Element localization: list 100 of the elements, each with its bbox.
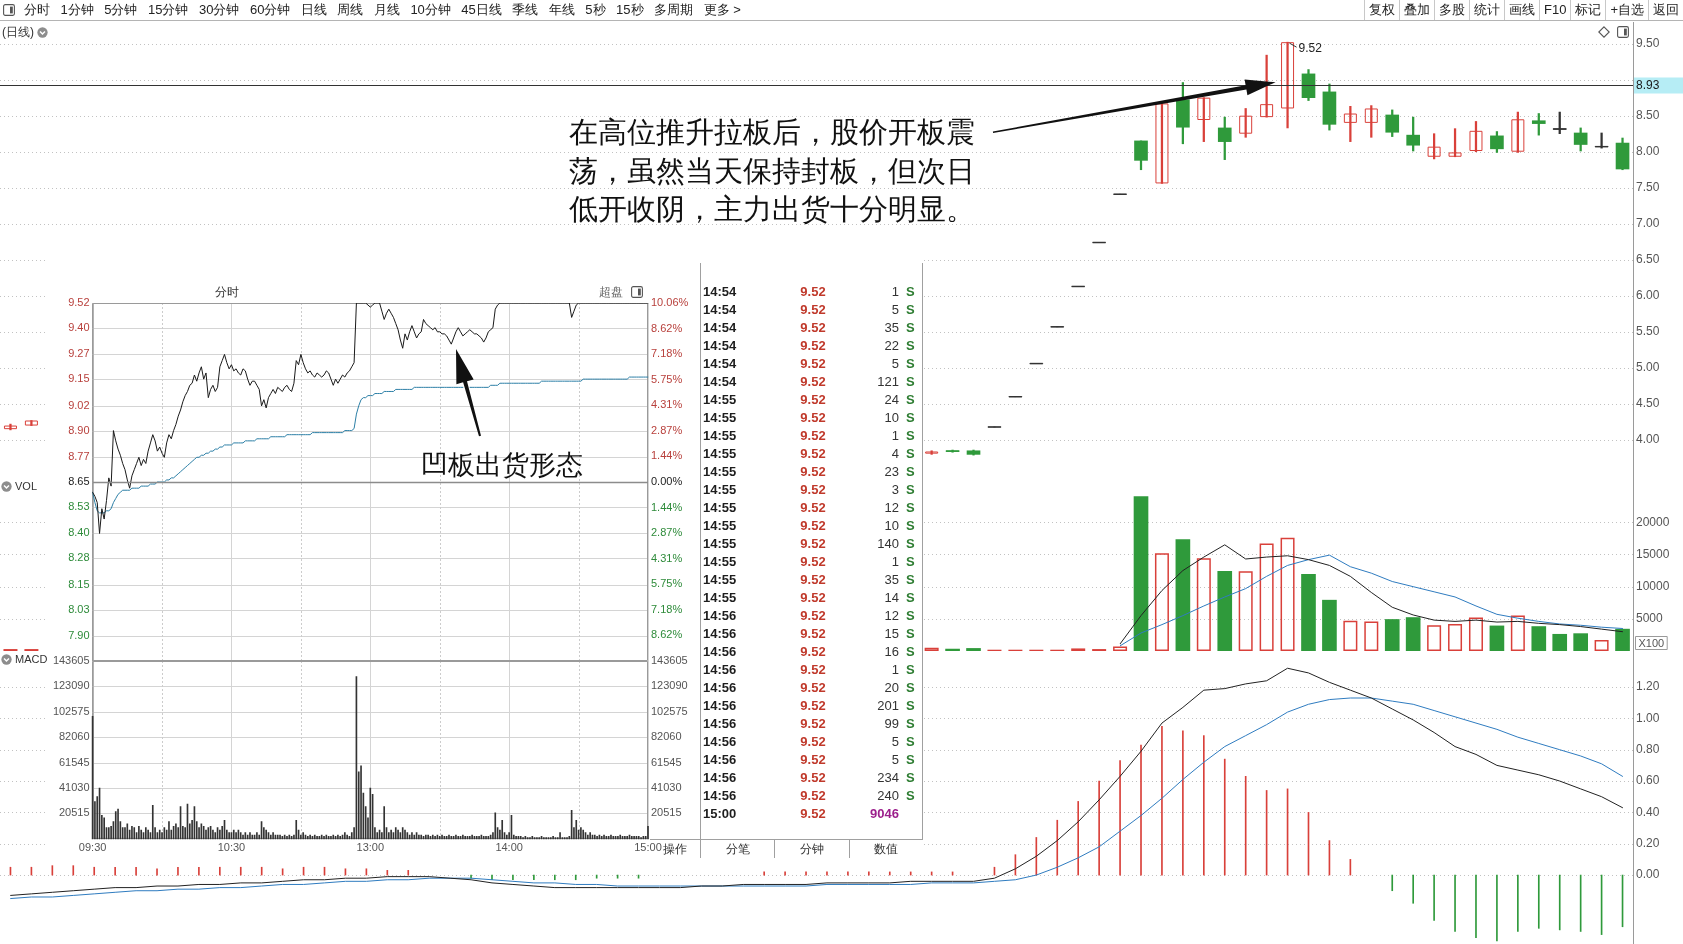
y-tick-label: 5.50	[1636, 324, 1660, 339]
text: 14:56 9.52 12 S	[703, 608, 915, 623]
y2-tick-label: 8.62%	[651, 628, 683, 641]
y-tick-label: 7.00	[1636, 216, 1660, 231]
annotation: 超盘	[599, 285, 623, 299]
y2-tick-label: 102575	[651, 704, 688, 717]
y-tick-label: 8.50	[1636, 108, 1660, 122]
chart-title: MACD	[15, 652, 48, 666]
y-tick-label: 8.00	[1636, 144, 1660, 159]
y2-tick-label: 2.87%	[651, 423, 683, 436]
y2-tick-label: 1.44%	[651, 500, 683, 513]
x-tick-label: 10:30	[217, 841, 246, 854]
y-tick-label: 8.53	[68, 499, 90, 512]
y-tick-label: 9.27	[68, 347, 90, 360]
text: 14:55 9.52 1 S	[703, 554, 915, 569]
chart-title: 分时	[215, 285, 239, 299]
y2-tick-label: 123090	[651, 679, 688, 692]
y-tick-label: 8.15	[68, 577, 90, 590]
y-tick-label: 0.80	[1636, 742, 1660, 757]
y2-tick-label: 7.18%	[651, 347, 683, 360]
text: 14:55 9.52 4 S	[703, 446, 915, 461]
text: 画线	[1504, 0, 1539, 20]
y-tick-label: 4.50	[1636, 396, 1660, 411]
text: 14:56 9.52 240 S	[703, 788, 915, 803]
text: 更多 >	[703, 1, 741, 19]
text: 14:56 9.52 16 S	[703, 644, 915, 659]
y-tick-label: 8.03	[68, 602, 90, 615]
y-tick-label: 6.00	[1636, 288, 1660, 303]
text: 14:56 9.52 15 S	[703, 626, 915, 641]
y2-tick-label: 1.44%	[651, 449, 683, 462]
y-tick-label: 6.50	[1636, 252, 1660, 267]
text: 14:55 9.52 24 S	[703, 392, 915, 407]
text: 14:54 9.52 5 S	[703, 302, 915, 317]
text: 季线	[512, 1, 539, 19]
y-tick-label: 1.20	[1636, 679, 1660, 694]
y-tick-label: 102575	[52, 704, 90, 717]
annotation: 分笔	[700, 840, 775, 858]
y-tick-label: 1.00	[1636, 710, 1660, 725]
text: 分时	[24, 1, 50, 19]
text: 14:55 9.52 140 S	[703, 536, 915, 551]
y-tick-label: 8.28	[68, 551, 90, 564]
y-tick-label: 7.90	[68, 629, 90, 642]
annotation: 凹板出货形态	[421, 450, 583, 480]
text: 14:54 9.52 5 S	[703, 356, 915, 371]
text: 多周期	[654, 1, 694, 19]
text: 周线	[337, 1, 364, 19]
y2-tick-label: 5.75%	[651, 577, 683, 590]
text: 14:54 9.52 22 S	[703, 338, 915, 353]
y-axis-title: X100	[1638, 636, 1665, 649]
y-tick-label: 9.40	[68, 320, 90, 333]
text: 15分钟	[147, 1, 189, 19]
y-tick-label: 8.40	[68, 526, 90, 539]
text: 14:56 9.52 20 S	[703, 680, 915, 695]
y2-tick-label: 4.31%	[651, 551, 683, 564]
y2-tick-label: 2.87%	[651, 526, 683, 539]
text: 日线	[300, 1, 327, 19]
text: 复权	[1364, 0, 1399, 20]
text: 14:56 9.52 99 S	[703, 716, 915, 731]
y-tick-label: 15000	[1636, 546, 1670, 561]
text: 14:54 9.52 121 S	[703, 374, 915, 389]
text: 14:55 9.52 23 S	[703, 464, 915, 479]
text: 14:56 9.52 1 S	[703, 662, 915, 677]
text: 45日线	[461, 1, 502, 19]
text: 15秒	[616, 1, 644, 19]
annotation: 数值	[848, 840, 923, 858]
y-tick-label: 4.00	[1636, 432, 1660, 447]
y-tick-label: 8.90	[68, 423, 90, 436]
y-tick-label: 5.00	[1636, 360, 1660, 375]
text: 年线	[548, 1, 575, 19]
text: 14:54 9.52 1 S	[703, 284, 915, 299]
y2-tick-label: 4.31%	[651, 398, 683, 411]
chart-title: (日线)	[2, 25, 34, 39]
y2-tick-label: 82060	[651, 730, 682, 743]
ref-line-label: 8.93	[1636, 78, 1660, 93]
annotation: 9.52	[1298, 41, 1323, 56]
x-tick-label: 09:30	[78, 841, 107, 854]
text: +自选	[1605, 0, 1648, 20]
text: 标记	[1570, 0, 1606, 20]
text: 月线	[373, 1, 400, 19]
y-tick-label: 5000	[1636, 611, 1664, 626]
text: 1分钟	[60, 1, 94, 19]
text: 30分钟	[198, 1, 240, 19]
y-tick-label: 82060	[59, 730, 90, 743]
y-tick-label: 7.50	[1636, 180, 1660, 195]
text: 14:55 9.52 10 S	[703, 518, 915, 533]
y-tick-label: 9.52	[68, 296, 90, 309]
text: 10分钟	[410, 1, 451, 19]
y2-tick-label: 20515	[651, 806, 682, 819]
text: 14:56 9.52 5 S	[703, 752, 915, 767]
y-tick-label: 10000	[1636, 578, 1670, 593]
y2-tick-label: 7.18%	[651, 602, 683, 615]
text: 返回	[1648, 0, 1683, 20]
text: 14:55 9.52 10 S	[703, 410, 915, 425]
y2-tick-label: 61545	[651, 755, 682, 768]
y-tick-label: 0.40	[1636, 804, 1660, 819]
chart-title: VOL	[15, 479, 38, 493]
text: 14:55 9.52 35 S	[703, 572, 915, 587]
y-tick-label: 8.77	[68, 450, 90, 463]
text: 14:56 9.52 234 S	[703, 770, 915, 785]
text: 60分钟	[249, 1, 291, 19]
